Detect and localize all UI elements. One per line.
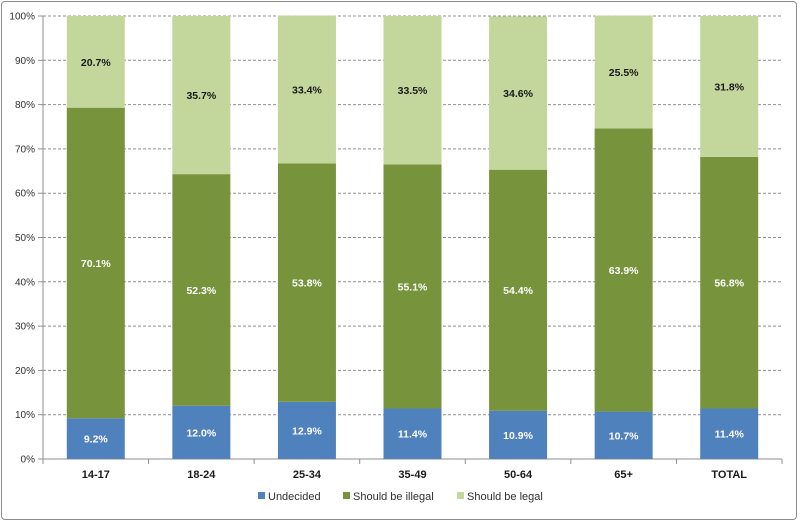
bar-segment-undecided (277, 401, 336, 459)
bar-segment-should-be-legal (66, 16, 125, 108)
bar-segment-should-be-illegal (489, 169, 548, 411)
data-label: 11.4% (715, 429, 745, 441)
bar-segment-undecided (700, 408, 759, 459)
data-label: 56.8% (714, 278, 744, 290)
bar-segment-should-be-legal (277, 15, 336, 164)
x-category-label: 35-49 (398, 469, 426, 481)
data-label: 54.4% (503, 285, 533, 297)
y-tick-label: 60% (15, 189, 35, 200)
data-label: 10.9% (503, 430, 533, 442)
y-tick-label: 90% (15, 56, 35, 67)
data-label: 63.9% (609, 265, 639, 277)
data-label: 20.7% (81, 57, 111, 69)
x-category-label: 18-24 (187, 469, 216, 481)
data-label: 53.8% (292, 278, 322, 290)
data-label: 12.0% (186, 427, 216, 439)
bar-segment-undecided (489, 410, 548, 459)
data-label: 70.1% (81, 258, 111, 270)
legend-swatch (258, 492, 265, 499)
x-category-label: 25-34 (293, 469, 322, 481)
data-label: 33.5% (398, 85, 428, 97)
bar-segment-undecided (594, 411, 653, 459)
x-category-label: 14-17 (82, 469, 110, 481)
bar-segment-should-be-legal (172, 16, 231, 175)
y-tick-label: 10% (15, 410, 35, 421)
legend-label: Should be illegal (353, 491, 434, 503)
data-label: 10.7% (609, 430, 639, 442)
y-tick-label: 20% (15, 366, 35, 377)
data-label: 31.8% (714, 81, 744, 93)
data-label: 34.6% (503, 88, 533, 100)
y-tick-label: 0% (21, 455, 36, 466)
legend-label: Undecided (268, 491, 321, 503)
bar-segment-should-be-illegal (277, 163, 336, 402)
bar-segment-undecided (66, 418, 125, 459)
bar-segment-should-be-illegal (700, 156, 759, 409)
bar-segment-should-be-legal (489, 16, 548, 170)
legend-swatch (457, 492, 464, 499)
bar-segment-undecided (172, 405, 231, 459)
y-tick-label: 70% (15, 144, 35, 155)
x-category-label: TOTAL (711, 469, 747, 481)
bar-segment-should-be-illegal (594, 128, 653, 412)
data-label: 12.9% (292, 425, 322, 437)
bar-segment-should-be-illegal (383, 164, 442, 409)
bar-segment-should-be-legal (594, 15, 653, 129)
y-tick-label: 100% (9, 12, 35, 23)
bar-segment-undecided (383, 408, 442, 459)
data-label: 9.2% (84, 434, 109, 446)
y-tick-label: 30% (15, 322, 35, 333)
y-tick-label: 50% (15, 233, 35, 244)
y-tick-label: 40% (15, 277, 35, 288)
y-tick-label: 80% (15, 100, 35, 111)
legend-label: Should be legal (467, 491, 543, 503)
bar-segment-should-be-illegal (66, 107, 125, 419)
data-label: 52.3% (186, 285, 216, 297)
x-category-label: 65+ (614, 469, 633, 481)
data-label: 55.1% (398, 281, 428, 293)
legend-swatch (343, 492, 350, 499)
data-label: 33.4% (292, 85, 322, 97)
data-label: 11.4% (398, 429, 428, 441)
x-category-label: 50-64 (504, 469, 533, 481)
data-label: 35.7% (186, 90, 216, 102)
bar-segment-should-be-legal (700, 16, 759, 157)
bar-segment-should-be-legal (383, 16, 442, 165)
bar-segment-should-be-illegal (172, 174, 231, 406)
data-label: 25.5% (609, 67, 639, 79)
